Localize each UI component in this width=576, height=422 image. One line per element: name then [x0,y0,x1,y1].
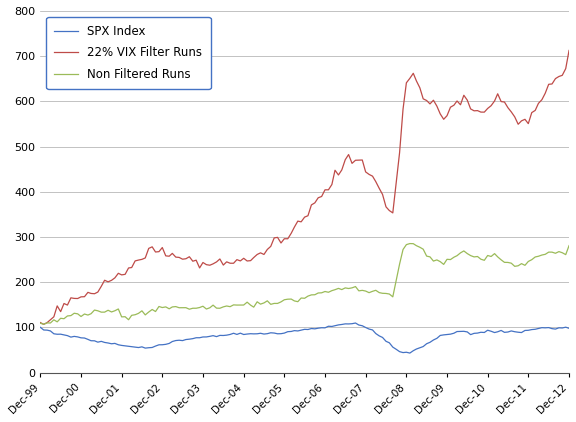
Line: SPX Index: SPX Index [40,323,569,353]
Line: Non Filtered Runs: Non Filtered Runs [40,243,569,324]
Line: 22% VIX Filter Runs: 22% VIX Filter Runs [40,51,569,325]
Legend: SPX Index, 22% VIX Filter Runs, Non Filtered Runs: SPX Index, 22% VIX Filter Runs, Non Filt… [46,17,211,89]
